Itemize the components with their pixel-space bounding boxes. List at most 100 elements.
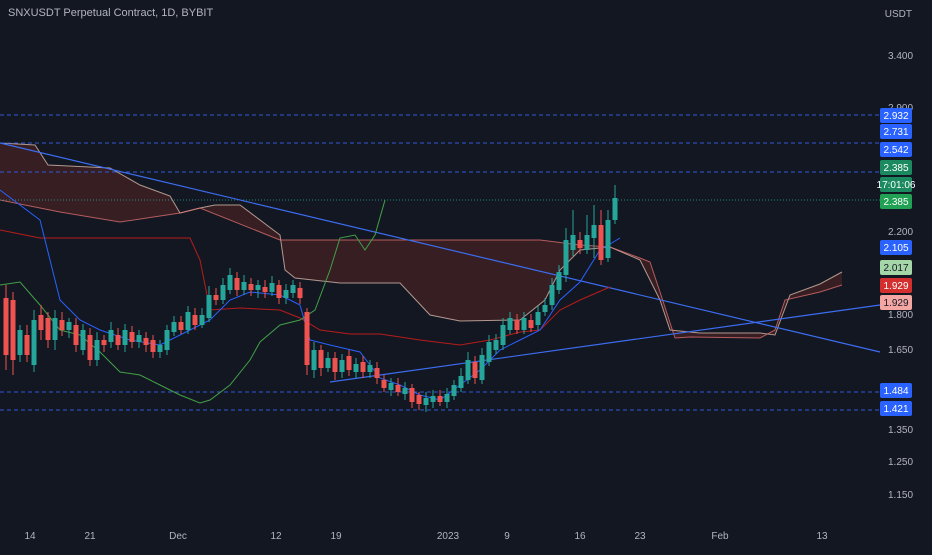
currency-label: USDT [884, 9, 912, 20]
symbol-title: SNXUSDT Perpetual Contract, 1D, BYBIT [8, 7, 214, 19]
candle-body-32 [220, 285, 226, 300]
candle-body-50 [346, 356, 352, 370]
price-tag: 2.932 [880, 108, 912, 123]
price-tag: 17:01:06 [877, 177, 916, 192]
candle-body-9 [59, 320, 65, 330]
price-tag-label: 2.731 [883, 127, 908, 138]
candle-body-37 [255, 285, 261, 290]
candle-body-87 [605, 220, 611, 258]
candle-body-57 [395, 385, 401, 392]
candle-body-34 [234, 278, 240, 290]
candle-body-6 [38, 315, 44, 330]
base-line [0, 229, 611, 346]
price-tick-label: 1.250 [888, 457, 913, 468]
candle-body-86 [598, 225, 604, 260]
candle-body-15 [101, 340, 107, 345]
price-tag-label: 1.929 [883, 298, 908, 309]
candle-body-69 [479, 355, 485, 380]
candle-body-2 [10, 300, 16, 360]
candle-body-56 [388, 383, 394, 390]
price-tag-bg [880, 108, 912, 123]
candle-body-30 [206, 295, 212, 318]
candle-body-82 [570, 235, 576, 250]
candle-body-74 [514, 320, 520, 330]
candle-body-20 [136, 335, 142, 342]
price-tag-bg [880, 278, 912, 293]
time-tick-label: 16 [574, 531, 586, 542]
candle-body-60 [416, 395, 422, 404]
candle-body-49 [339, 360, 345, 372]
price-tick-label: 2.200 [888, 227, 913, 238]
price-tag-bg [880, 260, 912, 275]
candle-body-29 [199, 315, 205, 325]
candle-body-18 [122, 330, 128, 345]
candle-body-48 [332, 358, 338, 372]
candle-body-81 [563, 240, 569, 275]
price-tag: 1.421 [880, 401, 912, 416]
price-tag-bg [880, 194, 912, 209]
candle-body-31 [213, 295, 219, 300]
price-tick-label: 3.400 [888, 51, 913, 62]
candle-body-21 [143, 338, 149, 345]
candle-body-83 [577, 240, 583, 248]
candle-body-80 [556, 272, 562, 290]
time-tick-label: 21 [84, 531, 96, 542]
candle-body-53 [367, 365, 373, 372]
price-tag: 1.929 [880, 295, 912, 310]
candle-body-52 [360, 362, 366, 372]
candle-body-75 [521, 318, 527, 330]
candle-body-47 [325, 358, 331, 368]
candle-body-38 [262, 287, 268, 292]
candle-body-25 [171, 322, 177, 332]
candle-body-63 [437, 396, 443, 402]
candle-body-13 [87, 335, 93, 360]
candle-body-39 [269, 283, 275, 292]
candle-body-71 [493, 340, 499, 350]
price-tag-label: 2.105 [883, 243, 908, 254]
candle-body-54 [374, 368, 380, 378]
price-tag-bg [880, 240, 912, 255]
time-tick-label: 19 [330, 531, 342, 542]
price-tick-label: 1.350 [888, 425, 913, 436]
candle-body-19 [129, 332, 135, 342]
candle-body-84 [584, 235, 590, 250]
price-tag-label: 1.484 [883, 386, 908, 397]
candle-body-64 [444, 394, 450, 402]
ascending-trend-line [329, 304, 881, 383]
price-tag-bg [880, 295, 912, 310]
price-tag: 1.484 [880, 383, 912, 398]
price-tag-bg [880, 124, 912, 139]
candle-body-77 [535, 312, 541, 325]
price-tick-label: 1.800 [888, 310, 913, 321]
candle-body-78 [542, 305, 548, 312]
descending-trend-line [0, 142, 881, 353]
price-tag: 2.017 [880, 260, 912, 275]
candle-body-45 [311, 350, 317, 370]
candle-body-14 [94, 340, 100, 360]
price-tag-label: 1.929 [883, 281, 908, 292]
time-tick-label: 12 [270, 531, 282, 542]
candle-body-55 [381, 380, 387, 388]
price-tag: 2.542 [880, 142, 912, 157]
candle-body-65 [451, 385, 457, 396]
candle-body-41 [283, 290, 289, 298]
candle-body-72 [500, 325, 506, 345]
candle-body-22 [150, 340, 156, 352]
price-tag-bg [880, 177, 912, 192]
candle-body-33 [227, 275, 233, 290]
price-tag-label: 2.017 [883, 263, 908, 274]
candle-body-35 [241, 282, 247, 290]
candle-body-23 [157, 345, 163, 352]
candle-body-76 [528, 320, 534, 328]
candle-body-46 [318, 350, 324, 368]
candle-body-7 [45, 318, 51, 340]
candlesticks [3, 185, 618, 412]
price-tag-label: 2.542 [883, 145, 908, 156]
candle-body-26 [178, 322, 184, 330]
candle-body-62 [430, 396, 436, 402]
candle-body-28 [192, 315, 198, 325]
price-tag-label: 2.385 [883, 163, 908, 174]
time-tick-label: 2023 [437, 531, 460, 542]
